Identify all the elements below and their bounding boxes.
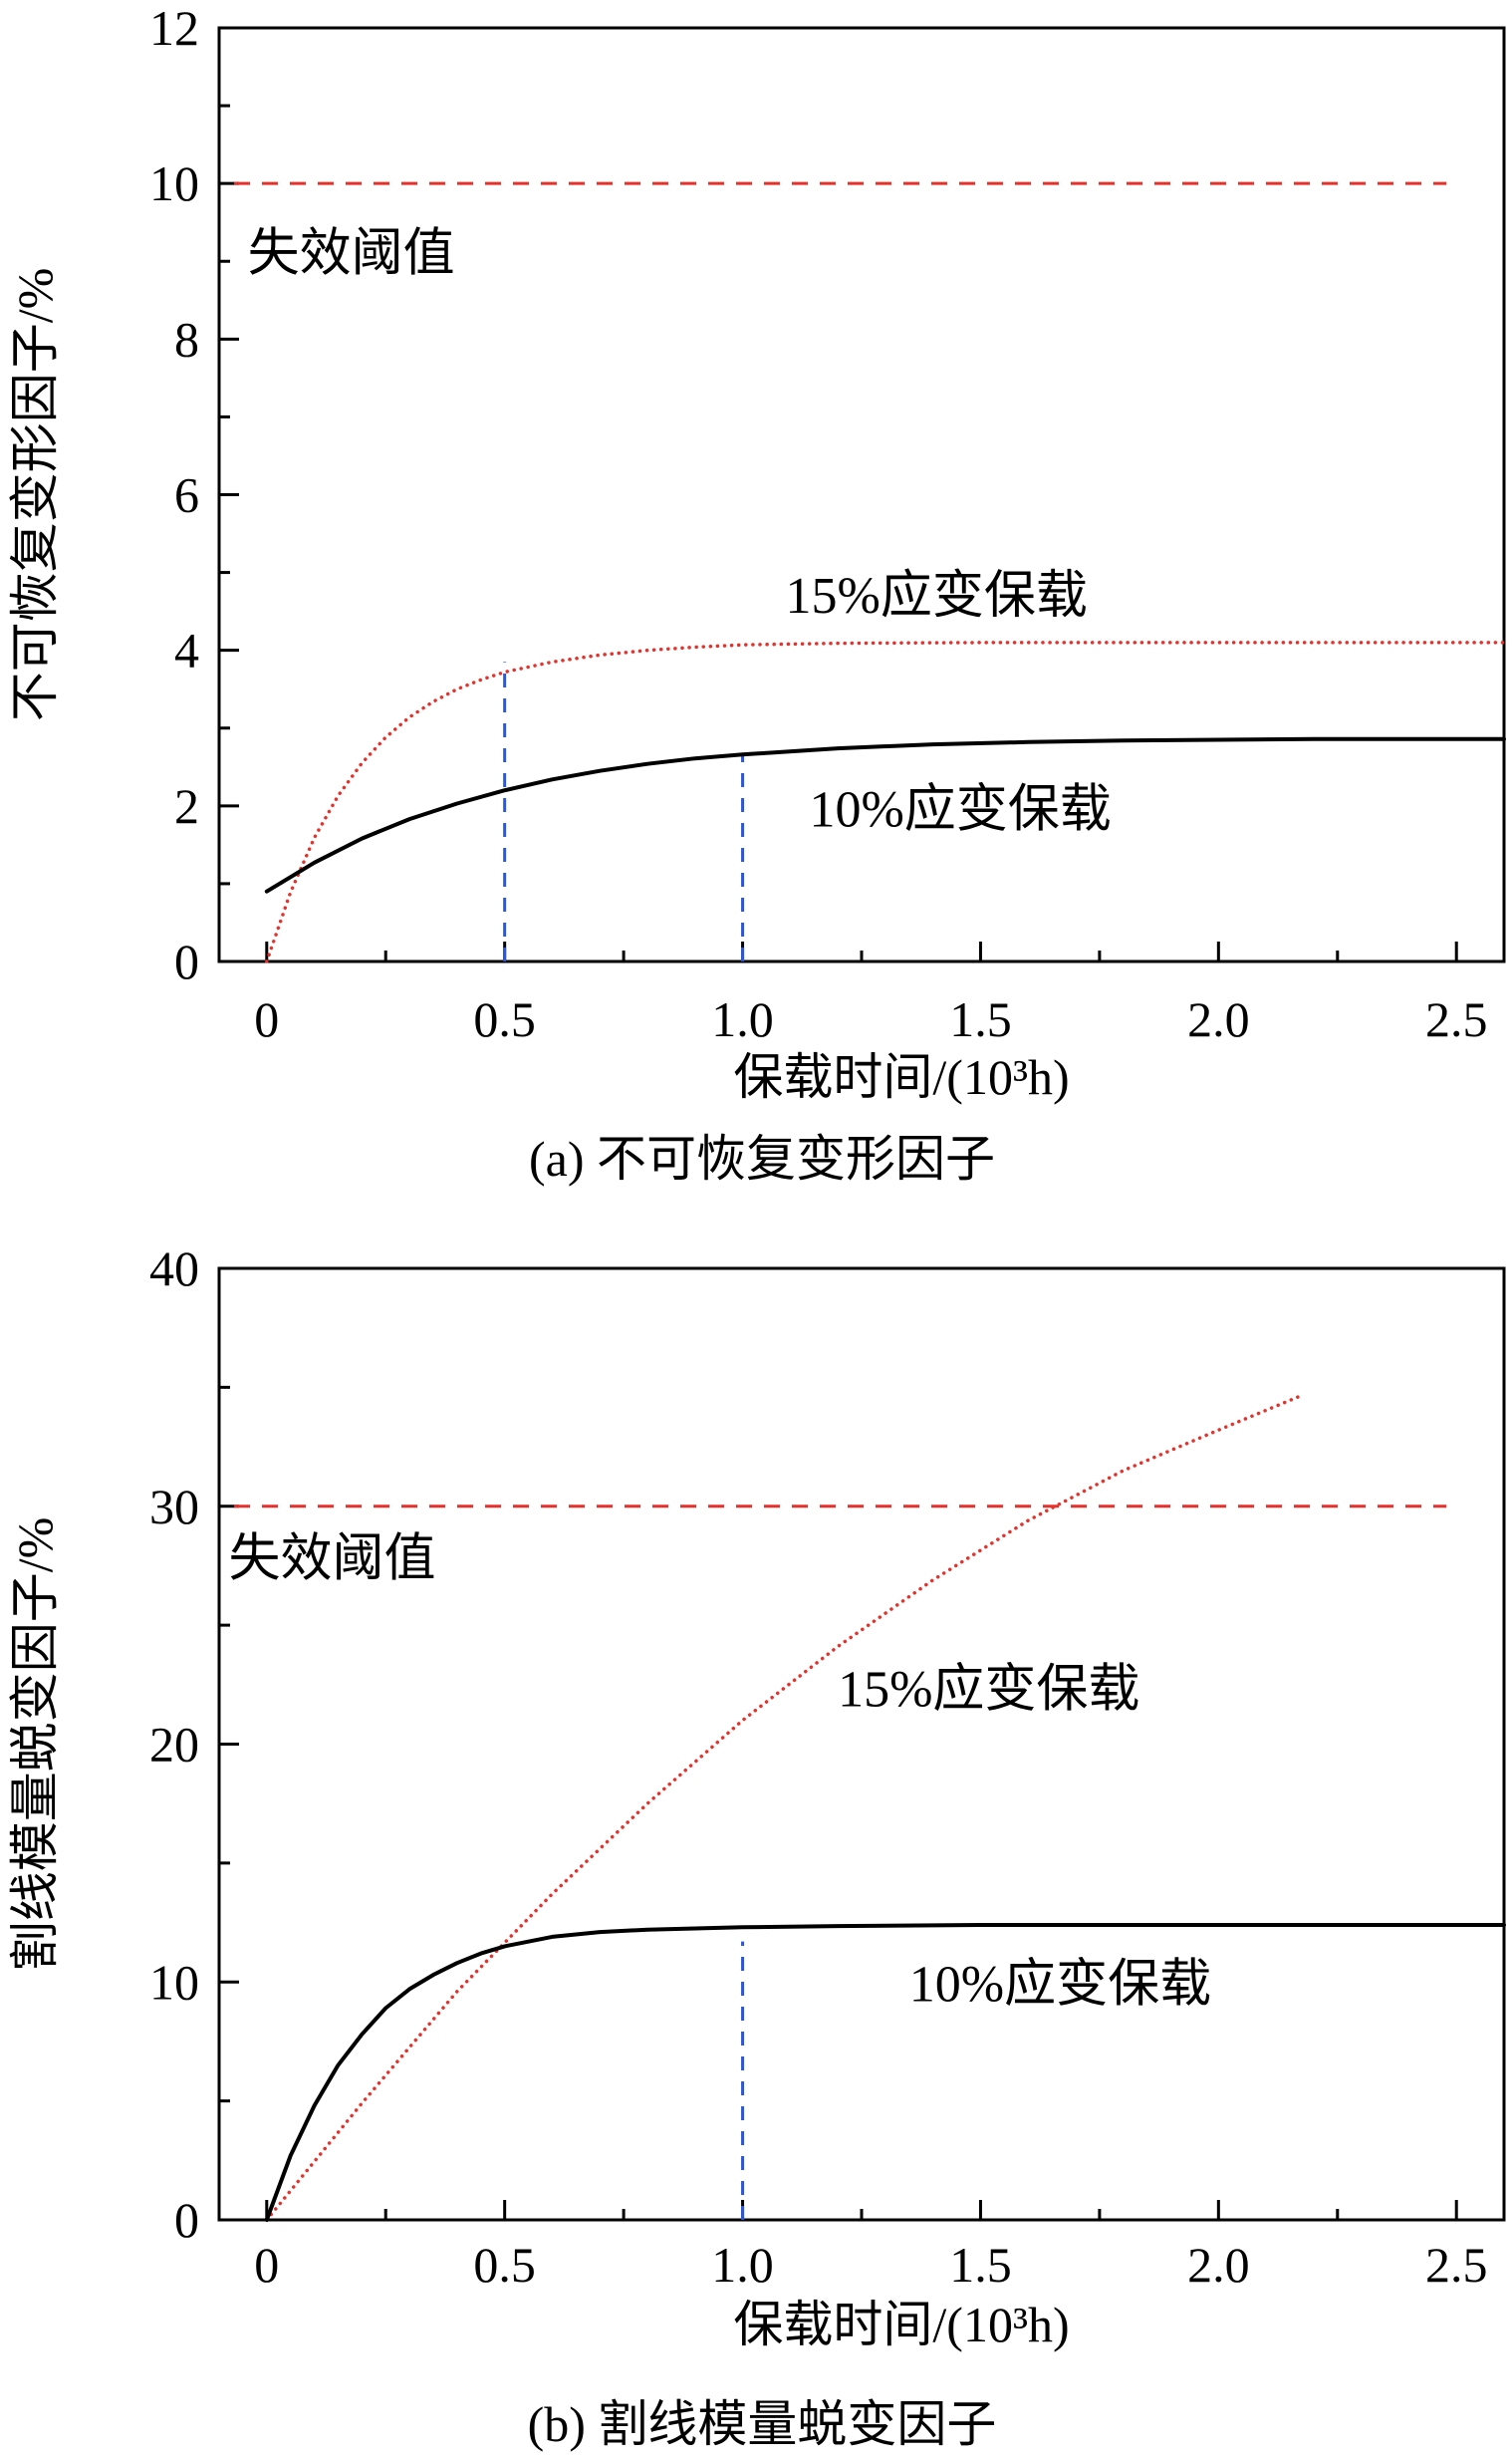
y-axis-label: 不可恢复变形因子/%	[7, 268, 63, 722]
annotation-label: 失效阈值	[229, 1530, 436, 1587]
y-tick-label: 12	[149, 0, 199, 56]
x-tick-label: 2.0	[1187, 991, 1250, 1047]
x-tick-label: 0.5	[473, 2237, 536, 2293]
annotation-label: 失效阈值	[248, 225, 455, 282]
x-tick-label: 2.5	[1425, 2237, 1488, 2293]
annotation-label: 10%应变保载	[809, 782, 1111, 839]
y-tick-label: 0	[174, 934, 199, 989]
series-10pct-line	[264, 736, 1506, 894]
y-tick-label: 0	[174, 2192, 199, 2248]
y-tick-label: 10	[149, 1954, 199, 2010]
panel-b: 0 0.5 1.0 1.5 2.0 2.5 0 10 20 30 40 保载时间/(10³h) 割线模量…	[7, 1240, 1506, 2452]
y-tick-label: 6	[174, 467, 199, 523]
y-tick-label: 4	[174, 623, 199, 679]
x-tick-label: 0	[254, 991, 279, 1047]
x-tick-label: 1.0	[711, 2237, 774, 2293]
annotation-label: 15%应变保载	[838, 1662, 1139, 1719]
x-axis-label: 保载时间/(10³h)	[733, 1049, 1069, 1105]
x-tick-label: 0.5	[473, 991, 536, 1047]
y-axis-label: 割线模量蜕变因子/%	[7, 1517, 63, 1972]
panel-a: 0 0.5 1.0 1.5 2.0 2.5 0 2 4 6 8 10 12 保载时间/(10³h) 不可恢复…	[7, 0, 1506, 1187]
x-tick-label: 2.5	[1425, 991, 1488, 1047]
annotation-label: 15%应变保载	[786, 568, 1088, 625]
series-15pct-line	[265, 1392, 1307, 2222]
y-tick-label: 2	[174, 778, 199, 834]
panel-caption: (a) 不可恢复变形因子	[529, 1131, 995, 1187]
y-tick-label: 30	[149, 1479, 199, 1534]
y-tick-label: 10	[149, 155, 199, 211]
y-tick-label: 20	[149, 1717, 199, 1773]
plot-frame	[217, 1266, 1506, 2222]
y-tick-label: 40	[149, 1240, 199, 1296]
y-tick-label: 8	[174, 311, 199, 367]
annotation-label: 10%应变保载	[909, 1957, 1211, 2014]
x-axis-label: 保载时间/(10³h)	[733, 2297, 1069, 2352]
x-tick-label: 1.5	[949, 2237, 1012, 2293]
series-10pct-line	[264, 1923, 1506, 2222]
x-tick-label: 0	[254, 2237, 279, 2293]
x-tick-label: 1.5	[949, 991, 1012, 1047]
panel-caption: (b) 割线模量蜕变因子	[528, 2396, 997, 2452]
x-tick-label: 1.0	[711, 991, 774, 1047]
x-tick-label: 2.0	[1187, 2237, 1250, 2293]
